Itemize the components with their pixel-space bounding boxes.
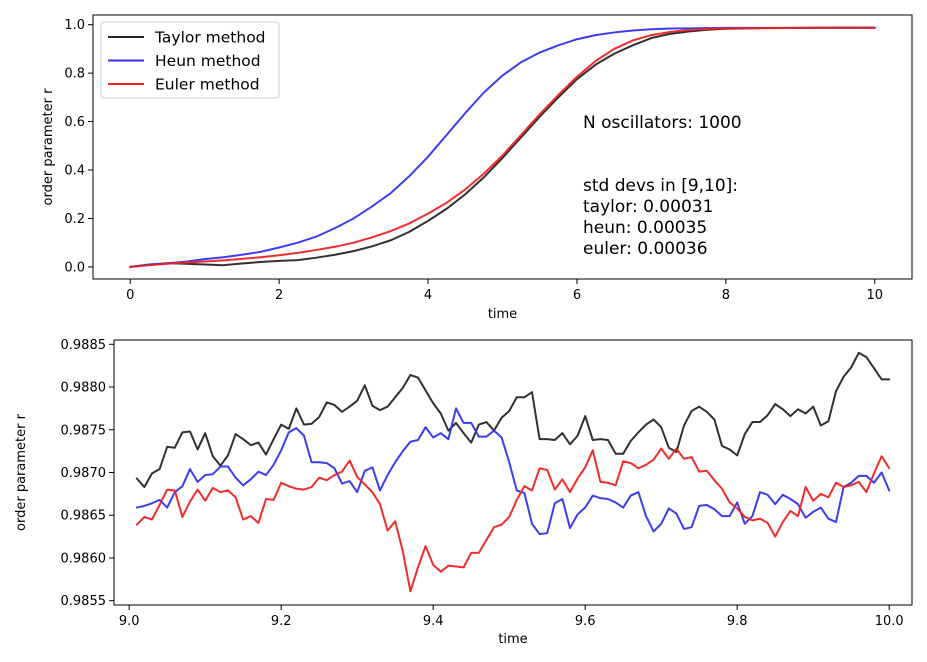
legend-label: Heun method [155,52,261,70]
y-axis-label: order parameter r [14,413,29,531]
y-axis-label: order parameter r [41,88,56,206]
y-tick-label: 0.9855 [61,594,107,609]
x-tick-label: 4 [424,288,432,303]
annotation-std-line: std devs in [9,10]: [583,176,738,196]
top-chart-panel: 0 2 4 6 8 10 0.0 0.2 0.4 0.6 0.8 1.0 time order param… [41,14,913,322]
y-tick-label: 0.8 [64,67,85,82]
legend-label: Taylor method [154,29,266,47]
x-tick-label: 9.0 [119,614,140,629]
x-tick-label: 2 [275,288,283,303]
series-line-taylor [129,26,876,268]
x-tick-label: 6 [573,288,581,303]
annotation: N oscillators: 1000 std devs in [9,10]:ta… [583,113,742,259]
y-tick-label: 0.9875 [61,423,107,438]
x-tick-label: 0 [126,288,134,303]
y-tick-label: 0.9870 [61,466,107,481]
x-tick-label: 9.8 [727,614,748,629]
x-tick-label: 10 [866,288,883,303]
x-tick-label: 9.4 [423,614,444,629]
x-axis-label: time [488,307,517,322]
y-tick-label: 0.0 [64,260,85,275]
series-line-euler [135,447,891,593]
x-tick-label: 9.2 [271,614,292,629]
y-tick-label: 0.9865 [61,509,107,524]
plot-area-frame [113,339,913,606]
legend: Taylor method Heun method Euler method [100,21,280,99]
series-line-euler [129,26,876,268]
annotation-std-line: euler: 0.00036 [583,239,708,259]
x-tick-label: 10.0 [875,614,904,629]
series-line-taylor [135,351,891,489]
series-line-heun [135,407,891,536]
x-axis-label: time [498,632,527,647]
y-tick-label: 0.9860 [61,551,107,566]
y-tick-label: 0.9880 [61,381,107,396]
bottom-chart-panel: 9.0 9.2 9.4 9.6 9.8 10.0 0.9855 0.9860 0.9865 0.9… [14,338,913,647]
legend-label: Euler method [155,76,260,94]
x-tick-label: 8 [722,288,730,303]
y-tick-label: 0.6 [64,115,85,130]
annotation-std-line: taylor: 0.00031 [583,197,713,217]
plot-area-frame [92,14,913,280]
y-tick-label: 0.9885 [61,338,107,353]
y-tick-label: 0.2 [64,212,85,227]
annotation-std-line: heun: 0.00035 [583,218,707,238]
y-tick-label: 0.4 [64,164,85,179]
legend-box [100,21,280,99]
annotation-oscillators: N oscillators: 1000 [583,113,742,133]
y-tick-label: 1.0 [64,18,85,33]
series-line-heun [129,26,876,268]
x-tick-label: 9.6 [575,614,596,629]
